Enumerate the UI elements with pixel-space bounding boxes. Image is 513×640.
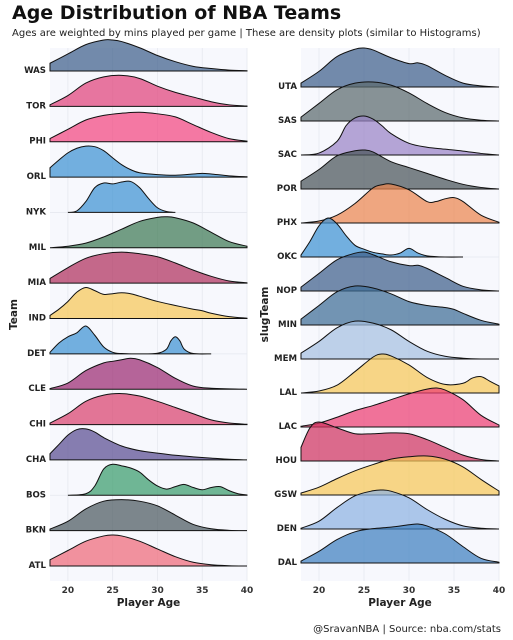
team-label-min: MIN (278, 320, 297, 330)
x-tick-label: 40 (493, 586, 506, 596)
chart-subtitle: Ages are weighted by mins played per gam… (12, 28, 481, 39)
ridge-lal (300, 353, 500, 394)
ridge-mia (49, 251, 248, 284)
team-label-ind: IND (28, 314, 46, 324)
team-label-nyk: NYK (26, 207, 46, 217)
ridge-min (300, 285, 500, 326)
x-tick-label: 30 (403, 586, 416, 596)
ridge-nyk (67, 180, 176, 213)
ridge-sac (300, 115, 500, 156)
ridge-sas (300, 81, 500, 122)
ridge-mem (300, 320, 500, 360)
team-label-uta: UTA (278, 82, 297, 92)
ridge-uta (300, 47, 500, 88)
team-label-den: DEN (277, 524, 297, 534)
x-axis-title: Player Age (368, 597, 432, 609)
team-label-tor: TOR (26, 101, 46, 111)
team-label-lal: LAL (279, 388, 297, 398)
ridge-bkn (49, 499, 248, 532)
team-label-cle: CLE (28, 384, 46, 394)
x-tick-label: 40 (241, 586, 254, 596)
ridge-atl (49, 534, 248, 567)
ridge-tor (49, 74, 248, 107)
team-label-sas: SAS (278, 116, 297, 126)
team-label-sac: SAC (278, 150, 297, 160)
ridge-orl (49, 145, 248, 178)
chart-caption: @SravanNBA | Source: nba.com/stats (313, 624, 501, 635)
x-tick-label: 35 (196, 586, 209, 596)
team-label-phi: PHI (29, 137, 46, 147)
team-label-was: WAS (24, 66, 46, 76)
team-label-atl: ATL (29, 561, 47, 571)
x-tick-label: 20 (62, 586, 75, 596)
ridge-nop (300, 251, 500, 292)
team-label-cha: CHA (26, 455, 46, 465)
ridge-phi (49, 111, 248, 143)
team-label-mia: MIA (28, 278, 47, 288)
ridge-mil (49, 216, 248, 249)
right-panel: UTA SAS SAC POR PHX OKC NOP MIN MEM LAL LAC HOU GSW D… (259, 47, 506, 609)
x-tick-label: 25 (358, 586, 371, 596)
ridge-cha (49, 428, 248, 461)
y-axis-title: slugTeam (259, 287, 271, 343)
x-tick-label: 35 (448, 586, 461, 596)
ridge-was (49, 39, 248, 72)
x-tick-label: 20 (313, 586, 326, 596)
team-label-chi: CHI (29, 420, 46, 430)
x-tick-label: 30 (151, 586, 164, 596)
x-tick-label: 25 (106, 586, 119, 596)
ridge-det (49, 325, 212, 355)
ridge-bos (67, 463, 248, 496)
team-label-lac: LAC (279, 422, 297, 432)
team-label-orl: ORL (27, 172, 47, 182)
ridge-gsw (300, 455, 500, 496)
team-label-gsw: GSW (274, 490, 297, 500)
ridge-cle (49, 357, 248, 390)
ridge-den (300, 489, 500, 530)
ridge-phx (300, 183, 500, 224)
ridge-dal (300, 523, 500, 564)
left-panel: WAS TOR PHI ORL NYK MIL MIA IND DET CLE CHI CHA BOS B… (8, 39, 254, 609)
ridge-ind (49, 286, 248, 319)
team-label-dal: DAL (278, 558, 298, 568)
ridge-por (300, 149, 500, 190)
team-label-nop: NOP (276, 286, 297, 296)
x-axis-title: Player Age (117, 597, 181, 609)
team-label-por: POR (277, 184, 298, 194)
team-label-okc: OKC (277, 252, 297, 262)
team-label-hou: HOU (276, 456, 297, 466)
ridge-chi (49, 393, 248, 426)
ridge-hou (300, 421, 500, 462)
team-label-det: DET (27, 349, 46, 359)
team-label-bkn: BKN (26, 526, 46, 536)
chart-title: Age Distribution of NBA Teams (12, 2, 341, 24)
ridge-lac (300, 387, 500, 428)
team-label-mem: MEM (274, 354, 297, 364)
team-label-phx: PHX (277, 218, 297, 228)
ridge-okc (300, 217, 464, 258)
team-label-mil: MIL (29, 243, 47, 253)
y-axis-title: Team (8, 299, 20, 330)
team-label-bos: BOS (26, 490, 46, 500)
